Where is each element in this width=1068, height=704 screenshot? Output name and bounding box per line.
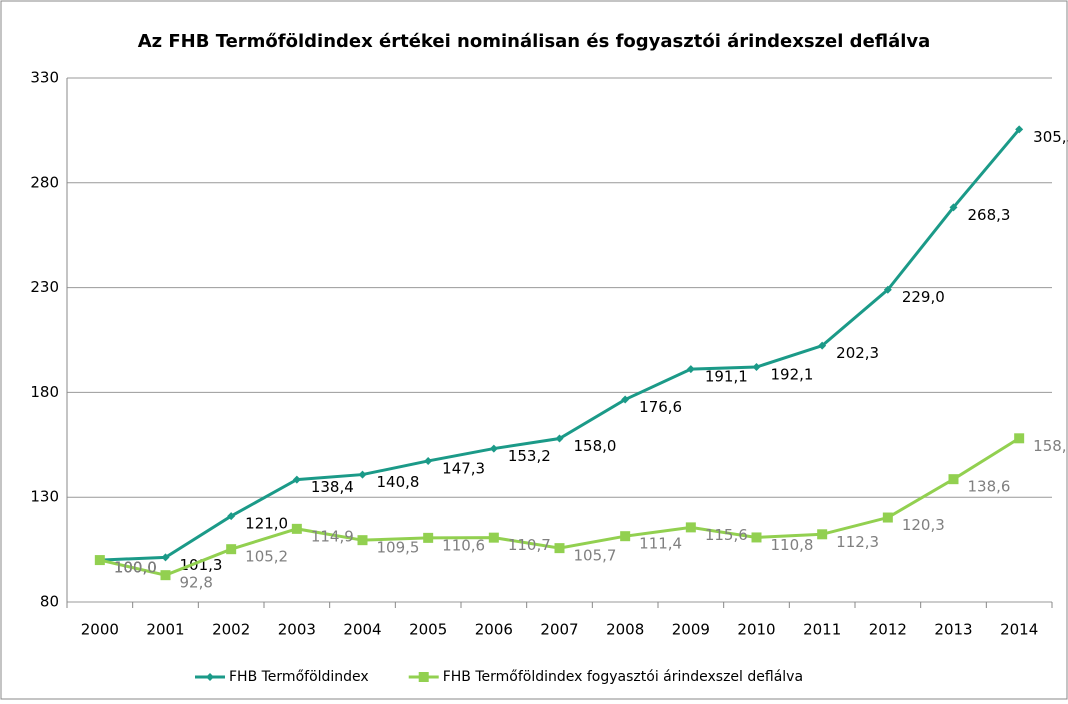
marker xyxy=(621,395,630,404)
data-label: 101,3 xyxy=(180,556,223,574)
marker xyxy=(818,341,827,350)
data-label: 105,2 xyxy=(245,548,288,566)
marker xyxy=(94,555,105,566)
marker xyxy=(227,512,236,521)
marker xyxy=(206,673,214,681)
x-tick-label: 2008 xyxy=(606,621,644,639)
marker xyxy=(752,363,761,372)
data-label: 158,0 xyxy=(574,437,617,455)
data-label: 176,6 xyxy=(639,398,682,416)
marker xyxy=(161,553,170,562)
data-label: 111,4 xyxy=(639,535,682,553)
data-label: 158,1 xyxy=(1033,437,1068,455)
data-label: 153,2 xyxy=(508,447,551,465)
y-tick-label: 280 xyxy=(30,173,59,191)
x-tick-label: 2001 xyxy=(146,621,184,639)
x-tick-label: 2013 xyxy=(934,621,972,639)
y-tick-label: 330 xyxy=(30,69,59,87)
marker xyxy=(489,444,498,453)
data-label: 229,0 xyxy=(902,288,945,306)
x-tick-label: 2007 xyxy=(540,621,578,639)
marker xyxy=(423,532,434,543)
data-label: 121,0 xyxy=(245,515,288,533)
data-label: 202,3 xyxy=(836,344,879,362)
marker xyxy=(554,543,565,554)
marker xyxy=(751,532,762,543)
legend-label: FHB Termőföldindex xyxy=(229,669,369,685)
marker xyxy=(357,535,368,546)
x-tick-label: 2006 xyxy=(475,621,513,639)
data-label: 92,8 xyxy=(180,574,213,592)
data-label: 109,5 xyxy=(377,539,420,557)
marker xyxy=(488,532,499,543)
chart-title: Az FHB Termőföldindex értékei nominálisa… xyxy=(138,31,931,52)
data-label: 110,8 xyxy=(771,536,814,554)
data-label: 100,0 xyxy=(114,559,157,577)
data-label: 105,7 xyxy=(574,547,617,565)
y-tick-label: 230 xyxy=(30,278,59,296)
marker xyxy=(685,522,696,533)
data-label: 120,3 xyxy=(902,516,945,534)
marker xyxy=(160,570,171,581)
data-label: 138,4 xyxy=(311,478,354,496)
x-tick-label: 2000 xyxy=(81,621,119,639)
y-tick-label: 180 xyxy=(30,383,59,401)
marker xyxy=(292,475,301,484)
marker xyxy=(418,672,429,682)
y-tick-label: 130 xyxy=(30,488,59,506)
x-tick-label: 2003 xyxy=(278,621,316,639)
marker xyxy=(358,470,367,479)
x-tick-label: 2011 xyxy=(803,621,841,639)
marker xyxy=(620,531,631,542)
data-label: 110,6 xyxy=(442,536,485,554)
x-tick-label: 2009 xyxy=(672,621,710,639)
data-label: 112,3 xyxy=(836,533,879,551)
x-tick-label: 2010 xyxy=(737,621,775,639)
data-label: 140,8 xyxy=(377,473,420,491)
marker xyxy=(817,529,828,540)
x-tick-label: 2014 xyxy=(1000,621,1038,639)
y-tick-label: 80 xyxy=(40,593,59,611)
marker xyxy=(291,523,302,534)
data-label: 115,6 xyxy=(705,526,748,544)
data-label: 268,3 xyxy=(968,206,1011,224)
legend-label: FHB Termőföldindex fogyasztói árindexsze… xyxy=(443,669,803,685)
marker xyxy=(424,456,433,465)
data-label: 305,5 xyxy=(1033,128,1068,146)
data-label: 138,6 xyxy=(968,478,1011,496)
data-label: 147,3 xyxy=(442,459,485,477)
marker xyxy=(555,434,564,443)
marker xyxy=(883,285,892,294)
marker xyxy=(1014,433,1025,444)
data-label: 191,1 xyxy=(705,368,748,386)
marker xyxy=(882,512,893,523)
x-tick-label: 2002 xyxy=(212,621,250,639)
data-label: 110,7 xyxy=(508,536,551,554)
data-label: 114,9 xyxy=(311,527,354,545)
marker xyxy=(948,474,959,485)
marker xyxy=(949,203,958,212)
marker xyxy=(686,365,695,374)
x-tick-label: 2005 xyxy=(409,621,447,639)
x-tick-label: 2012 xyxy=(869,621,907,639)
marker xyxy=(1015,125,1024,134)
data-label: 192,1 xyxy=(771,366,814,384)
x-tick-label: 2004 xyxy=(343,621,381,639)
marker xyxy=(226,544,237,555)
